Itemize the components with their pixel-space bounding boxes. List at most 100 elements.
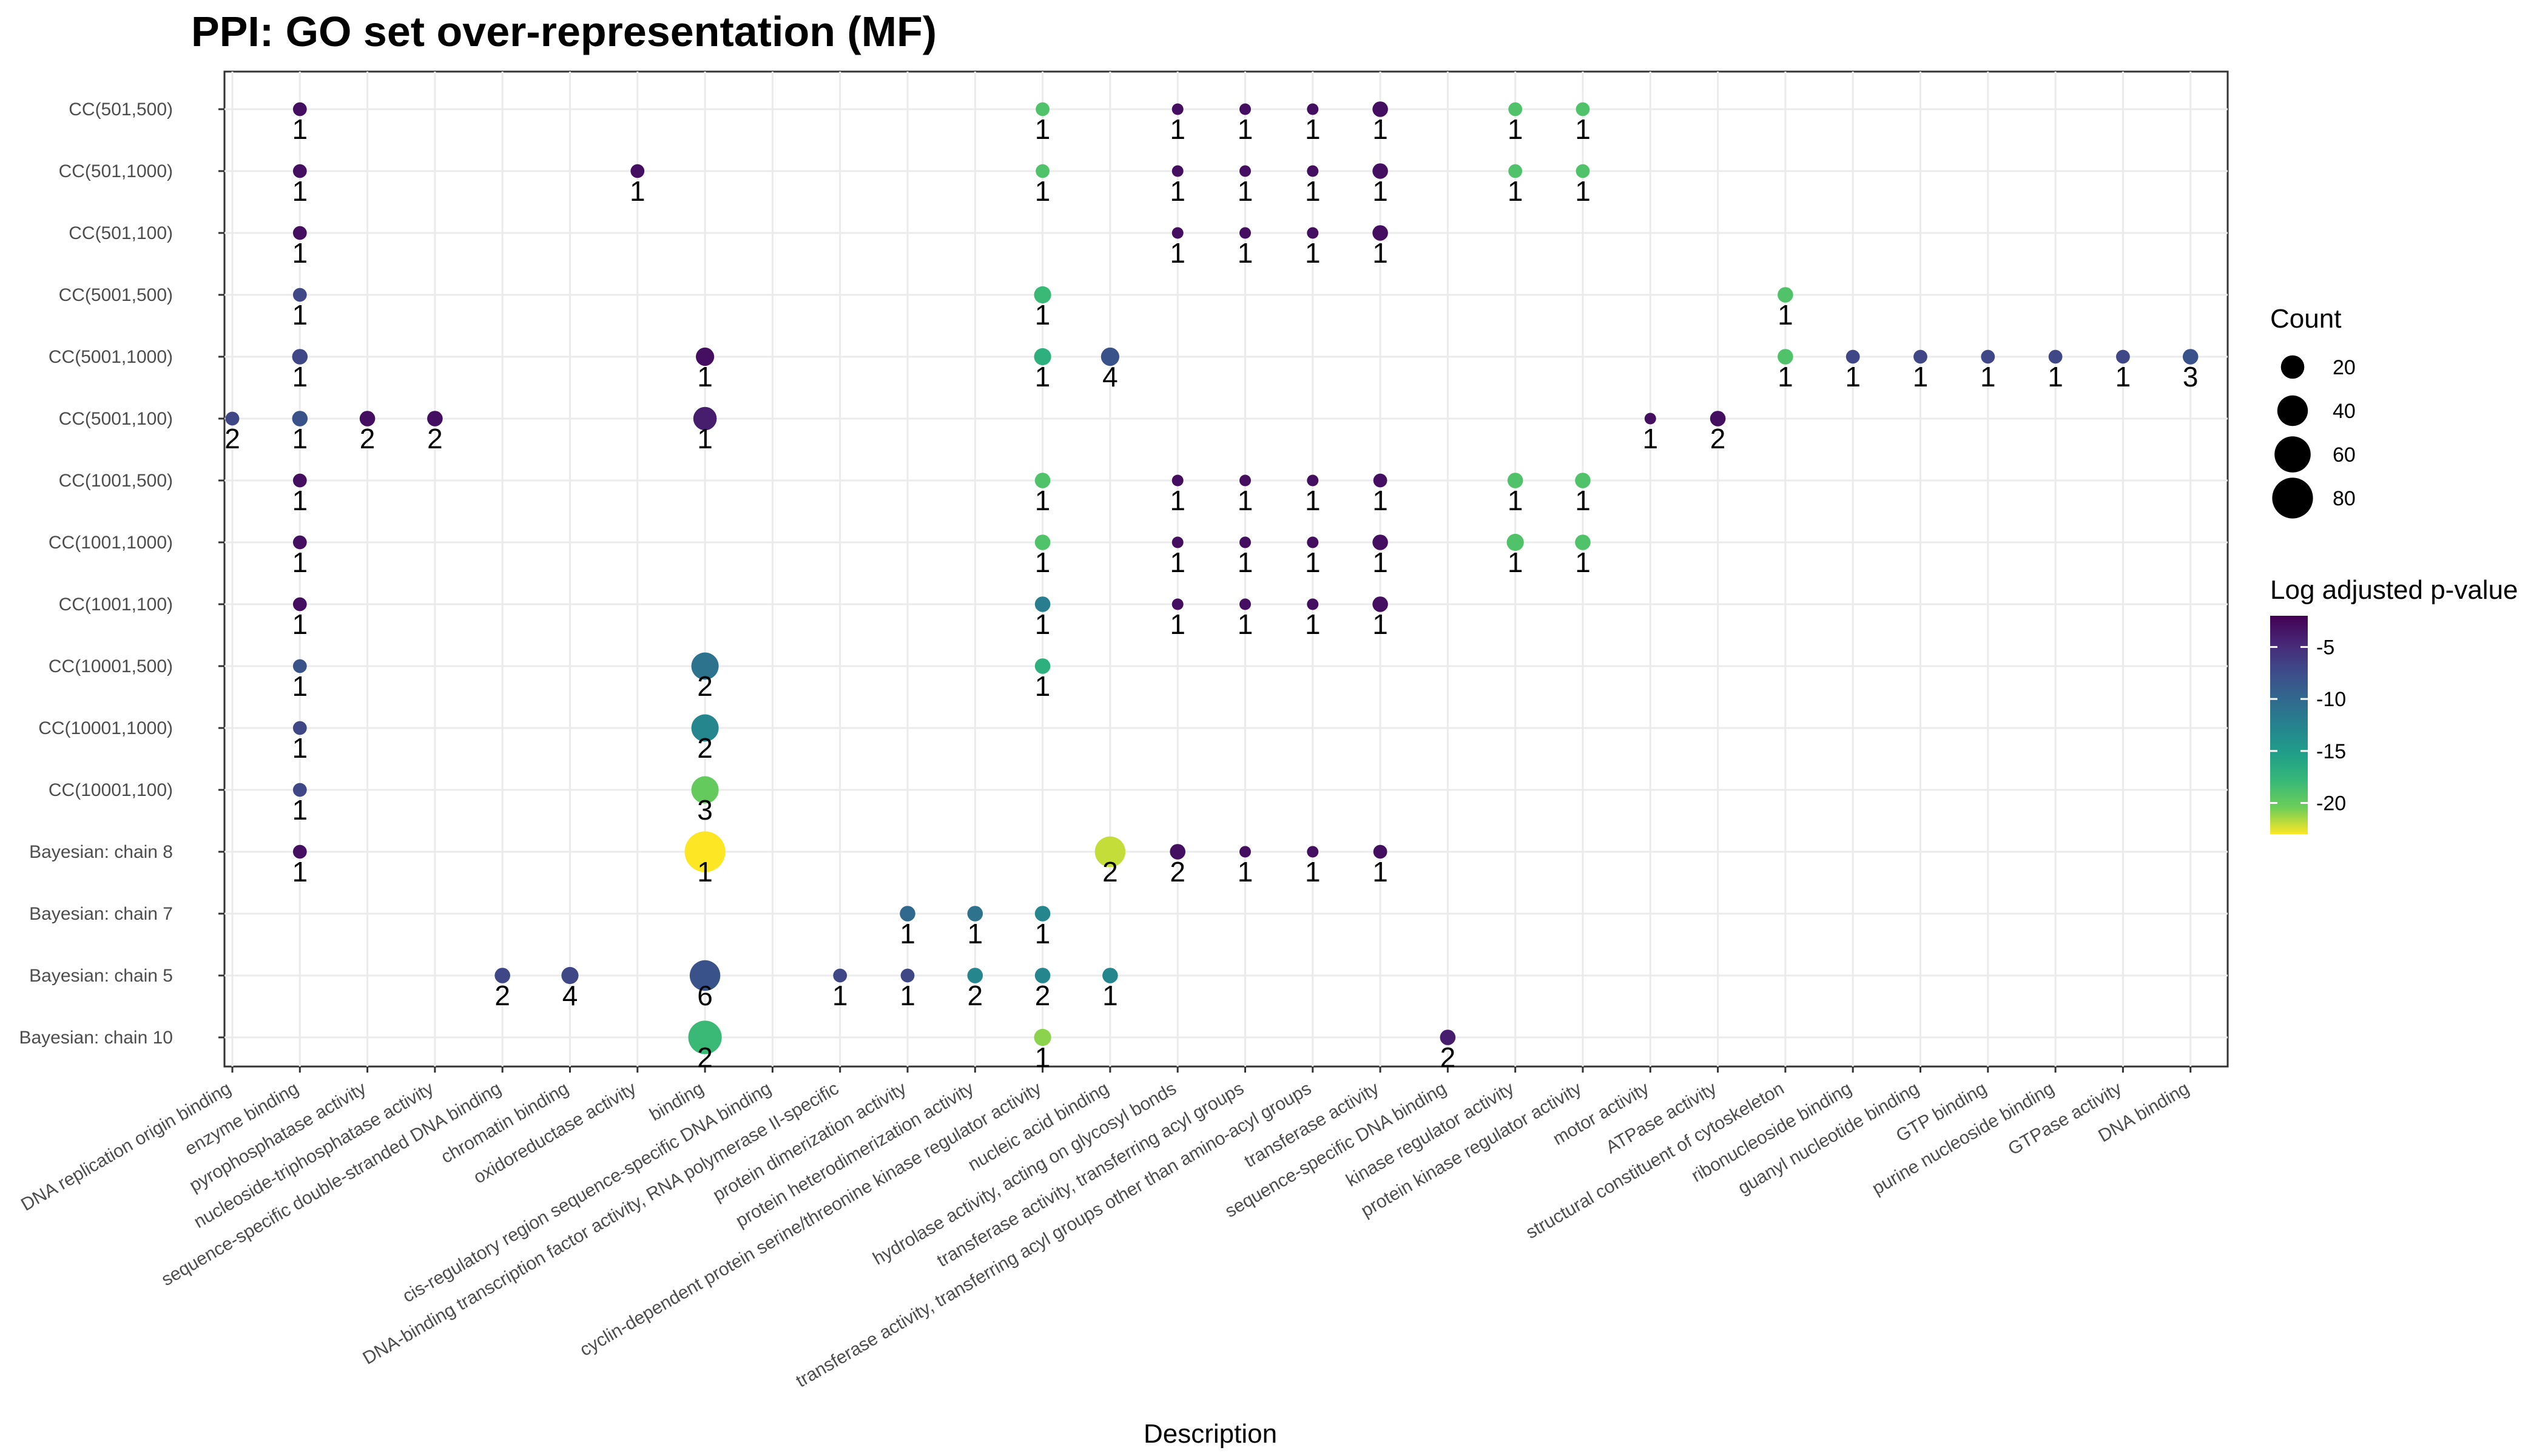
data-point — [1778, 349, 1793, 365]
data-point — [1239, 474, 1251, 487]
point-label: 2 — [494, 980, 510, 1011]
data-point — [688, 1020, 722, 1054]
point-label: 1 — [292, 361, 308, 393]
data-point — [1100, 347, 1119, 366]
point-label: 2 — [1440, 1042, 1456, 1073]
point-label: 1 — [1508, 113, 1523, 145]
data-point — [1576, 164, 1590, 178]
point-label: 3 — [2183, 361, 2199, 393]
point-label: 1 — [1238, 547, 1253, 578]
point-label: 1 — [1372, 856, 1388, 888]
point-label: 1 — [1170, 547, 1185, 578]
point-label: 1 — [1643, 423, 1659, 454]
point-label: 1 — [1575, 175, 1591, 207]
color-legend-label: -15 — [2316, 740, 2346, 763]
point-label: 1 — [900, 980, 915, 1011]
data-point — [292, 102, 307, 116]
point-label: 1 — [1238, 113, 1253, 145]
data-point — [1710, 411, 1726, 426]
data-point — [900, 968, 915, 983]
data-point — [684, 831, 726, 872]
y-tick-label: CC(1001,1000) — [49, 533, 173, 553]
point-label: 1 — [1575, 547, 1591, 578]
point-label: 1 — [1238, 485, 1253, 516]
y-tick-label: CC(10001,500) — [49, 656, 173, 676]
data-point — [1171, 165, 1184, 177]
data-point — [1372, 534, 1388, 550]
data-point — [1508, 102, 1523, 116]
point-label: 1 — [1035, 299, 1051, 331]
point-label: 1 — [292, 175, 308, 207]
point-label: 4 — [1102, 361, 1118, 393]
data-point — [1239, 165, 1251, 177]
point-label: 1 — [2115, 361, 2131, 393]
point-label: 1 — [292, 237, 308, 269]
data-point — [693, 406, 717, 431]
data-point — [1307, 103, 1319, 115]
point-label: 1 — [1238, 856, 1253, 888]
data-point — [1913, 349, 1927, 364]
data-point — [494, 968, 510, 983]
data-point — [1034, 348, 1051, 366]
y-tick-label: CC(1001,500) — [59, 471, 173, 491]
point-label: 1 — [1508, 175, 1523, 207]
size-legend-dot — [2277, 395, 2308, 426]
color-legend-label: -5 — [2316, 636, 2334, 659]
data-point — [292, 473, 307, 488]
point-label: 2 — [697, 1042, 713, 1073]
point-label: 1 — [1778, 361, 1793, 393]
data-point — [292, 164, 307, 178]
point-label: 2 — [1035, 980, 1051, 1011]
point-label: 1 — [1913, 361, 1929, 393]
data-point — [292, 597, 307, 612]
point-label: 1 — [697, 423, 713, 454]
y-tick-label: Bayesian: chain 5 — [29, 966, 173, 986]
grid-lines — [224, 72, 2228, 1067]
point-label: 1 — [292, 485, 308, 516]
data-point — [1506, 533, 1524, 551]
data-point — [696, 347, 715, 366]
data-point — [1102, 968, 1118, 983]
data-point — [292, 226, 307, 240]
data-point — [1307, 474, 1319, 487]
data-point — [1508, 164, 1523, 178]
data-point — [1239, 227, 1251, 239]
point-label: 1 — [1238, 237, 1253, 269]
y-tick-label: CC(1001,100) — [59, 595, 173, 615]
size-legend-label: 40 — [2333, 400, 2356, 423]
data-point — [1373, 473, 1387, 488]
data-point — [1034, 596, 1051, 612]
data-point — [292, 411, 308, 426]
point-label: 1 — [1170, 113, 1185, 145]
point-label: 2 — [224, 423, 240, 454]
data-point — [1575, 534, 1591, 550]
data-point — [292, 721, 307, 735]
data-point — [1981, 349, 1995, 364]
data-point — [1575, 473, 1591, 488]
data-point — [2182, 349, 2199, 365]
y-axis-ticks: CC(501,500) CC(501,1000) CC(501,100) CC(500… — [19, 99, 224, 1048]
data-point — [1307, 846, 1319, 858]
data-point — [1171, 474, 1184, 487]
point-label: 2 — [1710, 423, 1726, 454]
data-point — [1034, 473, 1051, 488]
data-point — [689, 960, 721, 991]
point-label: 1 — [1035, 608, 1051, 640]
data-point — [1034, 658, 1051, 674]
point-label: 2 — [360, 423, 376, 454]
point-label: 1 — [292, 856, 308, 888]
point-label: 1 — [1305, 856, 1321, 888]
point-label: 2 — [1102, 856, 1118, 888]
point-label: 1 — [1372, 237, 1388, 269]
point-label: 1 — [1372, 547, 1388, 578]
point-label: 1 — [1372, 485, 1388, 516]
y-tick-label: CC(5001,1000) — [49, 347, 173, 367]
data-point — [292, 659, 307, 673]
data-point — [1171, 103, 1184, 115]
data-point — [833, 968, 848, 983]
y-tick-label: Bayesian: chain 8 — [29, 842, 173, 862]
data-point — [1307, 165, 1319, 177]
data-point — [1094, 836, 1126, 868]
data-point — [561, 966, 579, 985]
